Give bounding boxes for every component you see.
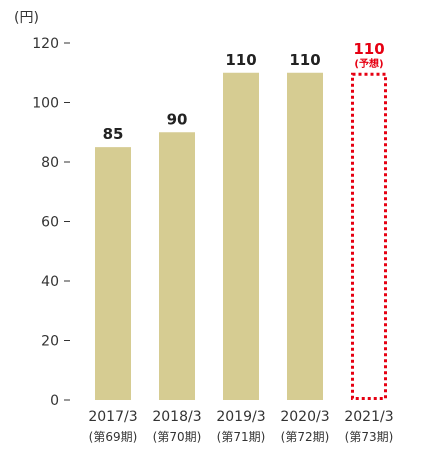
- y-tick-label: 0: [50, 393, 59, 409]
- x-tick-label: 2018/3: [152, 409, 201, 425]
- x-tick-label: 2021/3: [344, 409, 393, 425]
- bar-forecast: [351, 72, 387, 400]
- bar: [223, 72, 259, 400]
- bar: [95, 147, 131, 400]
- x-axis: 2017/3 (第69期) 2018/3 (第70期) 2019/3 (第71期) 2020…: [88, 409, 393, 444]
- bar: [159, 132, 195, 400]
- value-label: 110: [353, 40, 384, 58]
- x-tick-sublabel: (第70期): [153, 430, 202, 444]
- value-label: 110: [289, 51, 320, 69]
- y-tick-label: 40: [41, 274, 59, 290]
- y-axis-unit-label: (円): [14, 10, 39, 26]
- y-tick-label: 80: [41, 155, 59, 171]
- y-tick-label: 60: [41, 215, 59, 231]
- y-tick-label: 120: [32, 36, 59, 52]
- y-tick-label: 100: [32, 96, 59, 112]
- forecast-note: (予想): [354, 57, 383, 70]
- x-tick-label: 2019/3: [216, 409, 265, 425]
- value-label: 85: [103, 125, 124, 143]
- x-tick-label: 2017/3: [88, 409, 137, 425]
- bar: [287, 72, 323, 400]
- x-tick-sublabel: (第69期): [89, 430, 138, 444]
- y-axis: 0 20 40 60 80 100 120: [32, 36, 70, 409]
- x-tick-label: 2020/3: [280, 409, 329, 425]
- x-tick-sublabel: (第72期): [281, 430, 330, 444]
- value-label: 110: [225, 51, 256, 69]
- value-label: 90: [167, 110, 188, 128]
- y-tick-label: 20: [41, 334, 59, 350]
- x-tick-sublabel: (第71期): [217, 430, 266, 444]
- x-tick-sublabel: (第73期): [345, 430, 394, 444]
